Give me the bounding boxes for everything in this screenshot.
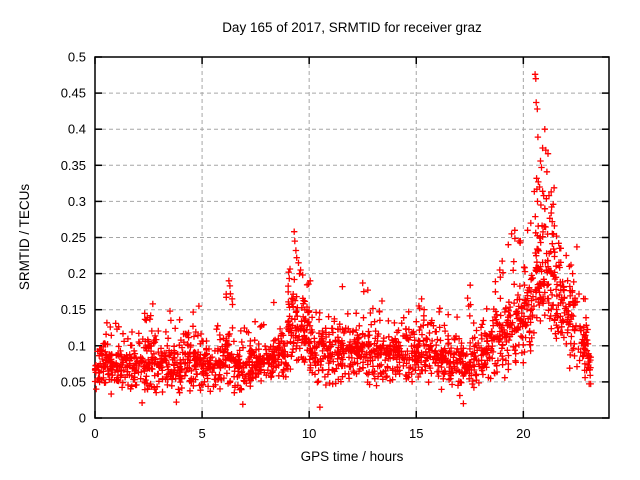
svg-text:0: 0 (91, 426, 98, 441)
svg-text:0.35: 0.35 (61, 158, 86, 173)
svg-text:0.45: 0.45 (61, 86, 86, 101)
svg-text:0.2: 0.2 (68, 266, 86, 281)
scatter-points (91, 71, 594, 411)
plot-border (94, 56, 610, 419)
svg-text:0.15: 0.15 (61, 302, 86, 317)
svg-text:15: 15 (409, 426, 423, 441)
svg-text:20: 20 (516, 426, 530, 441)
chart-title: Day 165 of 2017, SRMTID for receiver gra… (222, 20, 482, 35)
x-axis-label: GPS time / hours (300, 449, 404, 464)
svg-text:0.4: 0.4 (68, 122, 86, 137)
svg-text:10: 10 (302, 426, 316, 441)
svg-text:0: 0 (79, 411, 86, 426)
svg-text:0.05: 0.05 (61, 374, 86, 389)
svg-text:0.5: 0.5 (68, 50, 86, 65)
svg-text:5: 5 (198, 426, 205, 441)
x-tick-labels: 0 5 10 15 20 (91, 426, 530, 441)
svg-text:0.1: 0.1 (68, 338, 86, 353)
svg-text:0.3: 0.3 (68, 194, 86, 209)
svg-text:0.25: 0.25 (61, 230, 86, 245)
y-tick-labels: 0 0.05 0.1 0.15 0.2 0.25 0.3 0.35 0.4 0.45 0.5 (61, 50, 86, 426)
